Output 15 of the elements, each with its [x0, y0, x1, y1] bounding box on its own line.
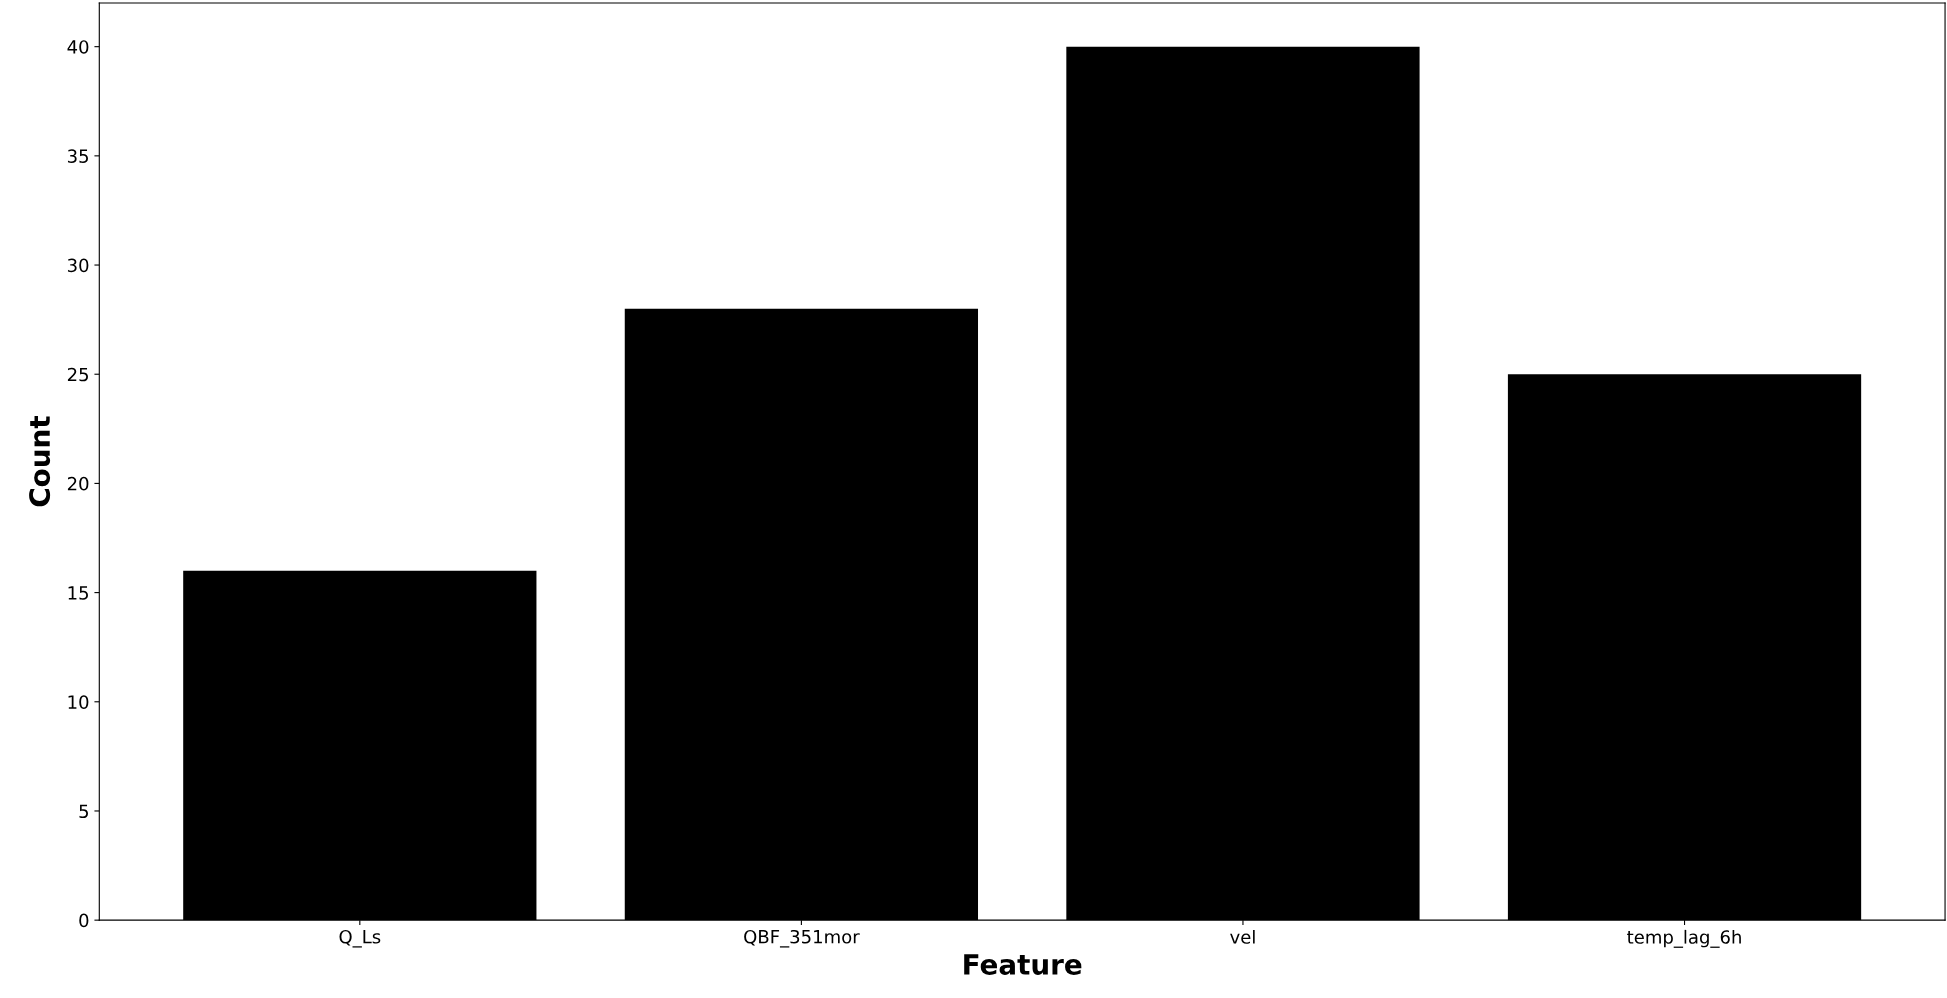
- y-tick-label: 5: [79, 804, 88, 819]
- x-tick-label: QBF_351mor: [744, 929, 860, 948]
- y-tick-label: 10: [68, 695, 89, 709]
- y-tick-label: 20: [67, 476, 89, 491]
- y-tick-label: 40: [67, 40, 89, 54]
- x-tick-label: Q_Ls: [339, 929, 381, 948]
- y-tick-label: 15: [68, 586, 88, 600]
- y-tick-label: 0: [79, 913, 89, 928]
- x-tick-label: temp_lag_6h: [1627, 929, 1741, 948]
- x-axis-title: Feature: [964, 954, 1082, 975]
- y-tick-label: 35: [67, 149, 88, 163]
- y-axis-title: Count: [29, 416, 51, 507]
- y-tick-label: 25: [67, 367, 88, 382]
- y-tick-label: 30: [67, 258, 89, 273]
- x-tick-label: vel: [1230, 929, 1255, 944]
